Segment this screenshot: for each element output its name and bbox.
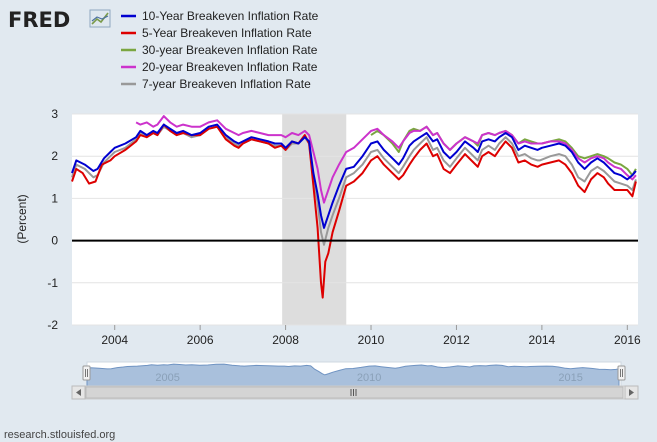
y-tick-label: 3 [51, 107, 58, 121]
legend-item-label[interactable]: 30-year Breakeven Inflation Rate [142, 43, 318, 57]
x-tick-label: 2008 [272, 333, 299, 347]
x-tick-label: 2014 [529, 333, 556, 347]
navigator-scrollbar[interactable] [71, 385, 639, 400]
scrollbar-grip-icon [350, 389, 357, 396]
navigator-year-labels: 2005 2010 2015 [155, 372, 583, 384]
x-tick-label: 2016 [614, 333, 641, 347]
plot-background [72, 114, 638, 325]
y-tick-label: -1 [47, 276, 58, 290]
y-tick-label: 2 [51, 149, 58, 163]
y-tick-label: -2 [47, 318, 58, 332]
series-layer [71, 115, 637, 299]
scroll-left-arrow-icon[interactable] [71, 385, 86, 400]
navigator-year-label: 2010 [357, 372, 381, 384]
legend-item-label[interactable]: 7-year Breakeven Inflation Rate [142, 77, 311, 91]
source-link[interactable]: research.stlouisfed.org [4, 429, 115, 441]
y-axis-ticks: 3 2 1 0 -1 -2 [47, 107, 58, 332]
x-axis-ticks: 2004 2006 2008 2010 2012 2014 2016 [101, 325, 641, 347]
legend-item-label[interactable]: 5-Year Breakeven Inflation Rate [142, 26, 312, 40]
legend-item-label[interactable]: 20-year Breakeven Inflation Rate [142, 60, 318, 74]
series-line-1 [71, 123, 637, 299]
fred-logo-text: FRED [8, 8, 70, 32]
navigator-year-label: 2005 [155, 372, 179, 384]
legend-item-label[interactable]: 10-Year Breakeven Inflation Rate [142, 9, 319, 23]
navigator-right-handle[interactable] [617, 365, 626, 381]
range-navigator[interactable]: 2005 2010 2015 [82, 361, 626, 389]
y-tick-label: 0 [51, 234, 58, 248]
fred-logo[interactable]: FRED [8, 8, 111, 32]
navigator-overview-area [86, 363, 620, 388]
y-gridlines [72, 113, 638, 326]
y-tick-label: 1 [51, 191, 58, 205]
navigator-year-label: 2015 [558, 372, 582, 384]
series-line-3 [135, 115, 637, 204]
scroll-right-arrow-icon[interactable] [624, 385, 639, 400]
series-line-0 [71, 123, 637, 229]
x-tick-label: 2010 [358, 333, 385, 347]
y-axis-label: (Percent) [15, 194, 29, 243]
x-tick-label: 2006 [187, 333, 214, 347]
navigator-left-handle[interactable] [82, 365, 91, 381]
chart-legend: 10-Year Breakeven Inflation Rate 5-Year B… [121, 9, 319, 91]
x-tick-label: 2004 [101, 333, 128, 347]
scrollbar-thumb[interactable] [85, 386, 624, 399]
x-tick-label: 2012 [443, 333, 470, 347]
fred-logo-graph-icon [89, 9, 111, 28]
